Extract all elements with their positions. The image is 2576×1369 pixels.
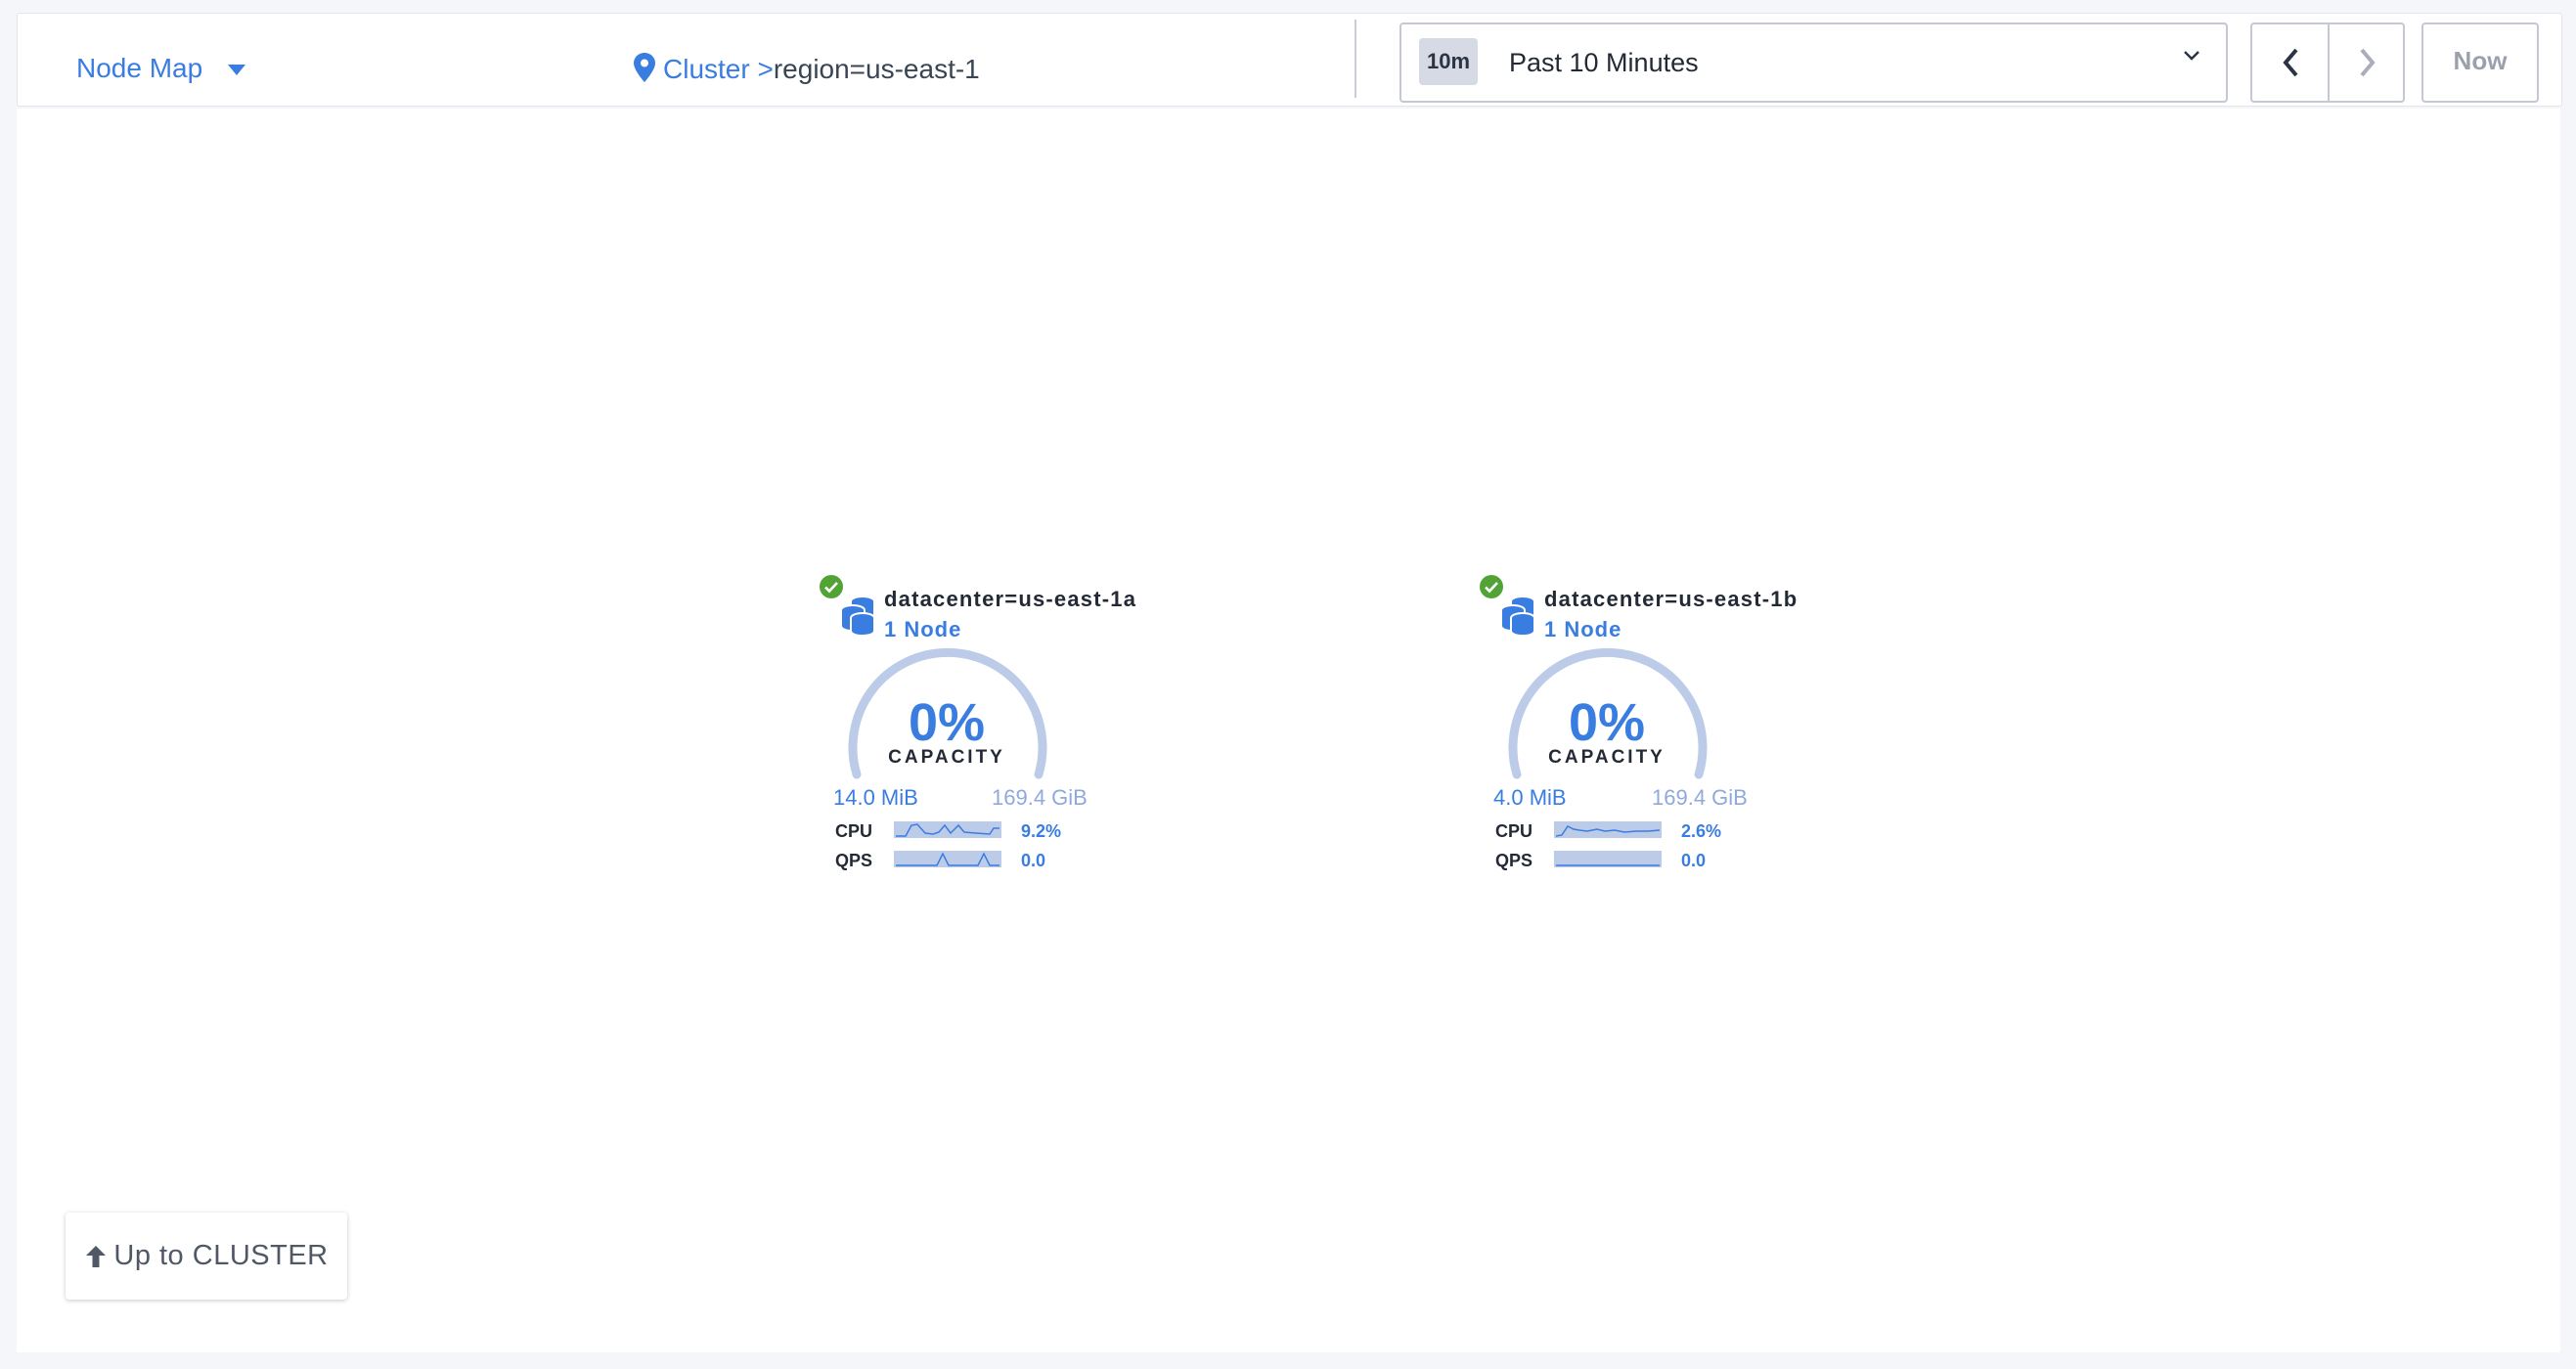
header-divider [1355, 20, 1356, 98]
time-nav-group [2250, 22, 2405, 103]
database-icon [1500, 596, 1535, 636]
capacity-label: CAPACITY [888, 747, 1005, 768]
arrow-up-icon [86, 1245, 107, 1267]
locality-card[interactable]: datacenter=us-east-1b 1 Node 0% CAPACITY… [1480, 575, 1890, 898]
qps-label: QPS [835, 851, 873, 870]
locality-title[interactable]: datacenter=us-east-1b [1544, 587, 1799, 611]
capacity-gauge [1508, 647, 1708, 779]
chevron-left-icon [2282, 48, 2298, 77]
top-bar: Node Map Cluster >region=us-east-1 10m P… [17, 13, 2562, 107]
capacity-label: CAPACITY [1548, 747, 1666, 768]
locality-title[interactable]: datacenter=us-east-1a [884, 587, 1137, 611]
up-to-cluster-label: Up to CLUSTER [113, 1240, 329, 1271]
cpu-label: CPU [835, 821, 873, 841]
time-range-badge: 10m [1419, 38, 1478, 85]
map-pin-icon [634, 53, 655, 82]
qps-label: QPS [1495, 851, 1533, 870]
view-selector-dropdown[interactable]: Node Map [76, 53, 246, 84]
cpu-value: 9.2% [1021, 821, 1062, 841]
breadcrumb: Cluster >region=us-east-1 [634, 53, 980, 85]
cpu-sparkline [1554, 821, 1662, 838]
now-button[interactable]: Now [2421, 22, 2539, 103]
cpu-label: CPU [1495, 821, 1533, 841]
breadcrumb-current: region=us-east-1 [773, 54, 980, 84]
cpu-value: 2.6% [1681, 821, 1722, 841]
time-range-label: Past 10 Minutes [1509, 48, 1699, 77]
healthy-check-icon [820, 575, 843, 598]
node-count[interactable]: 1 Node [1544, 617, 1622, 641]
chevron-right-icon [2359, 48, 2376, 77]
node-map-canvas [17, 109, 2560, 1352]
qps-sparkline [894, 851, 1001, 867]
qps-value: 0.0 [1681, 851, 1707, 870]
time-range-select[interactable]: 10m Past 10 Minutes [1399, 22, 2228, 103]
locality-card[interactable]: datacenter=us-east-1a 1 Node 0% CAPACITY… [820, 575, 1230, 898]
qps-sparkline [1554, 851, 1662, 867]
qps-value: 0.0 [1021, 851, 1046, 870]
capacity-percent: 0% [1568, 693, 1646, 752]
total-capacity: 169.4 GiB [1652, 785, 1748, 810]
breadcrumb-cluster-link[interactable]: Cluster [663, 54, 750, 84]
cpu-sparkline [894, 821, 1001, 838]
up-to-cluster-button[interactable]: Up to CLUSTER [66, 1213, 347, 1300]
previous-time-button[interactable] [2252, 24, 2328, 101]
total-capacity: 169.4 GiB [992, 785, 1088, 810]
chevron-down-icon [2184, 51, 2199, 61]
breadcrumb-separator: > [757, 54, 774, 84]
used-capacity: 14.0 MiB [833, 785, 918, 810]
capacity-percent: 0% [908, 693, 986, 752]
healthy-check-icon [1480, 575, 1503, 598]
capacity-gauge [848, 647, 1047, 779]
used-capacity: 4.0 MiB [1493, 785, 1567, 810]
nav-divider [2328, 24, 2330, 101]
next-time-button[interactable] [2330, 24, 2405, 101]
database-icon [840, 596, 875, 636]
view-selector-label: Node Map [76, 53, 203, 83]
node-count[interactable]: 1 Node [884, 617, 962, 641]
caret-down-icon [228, 65, 246, 76]
